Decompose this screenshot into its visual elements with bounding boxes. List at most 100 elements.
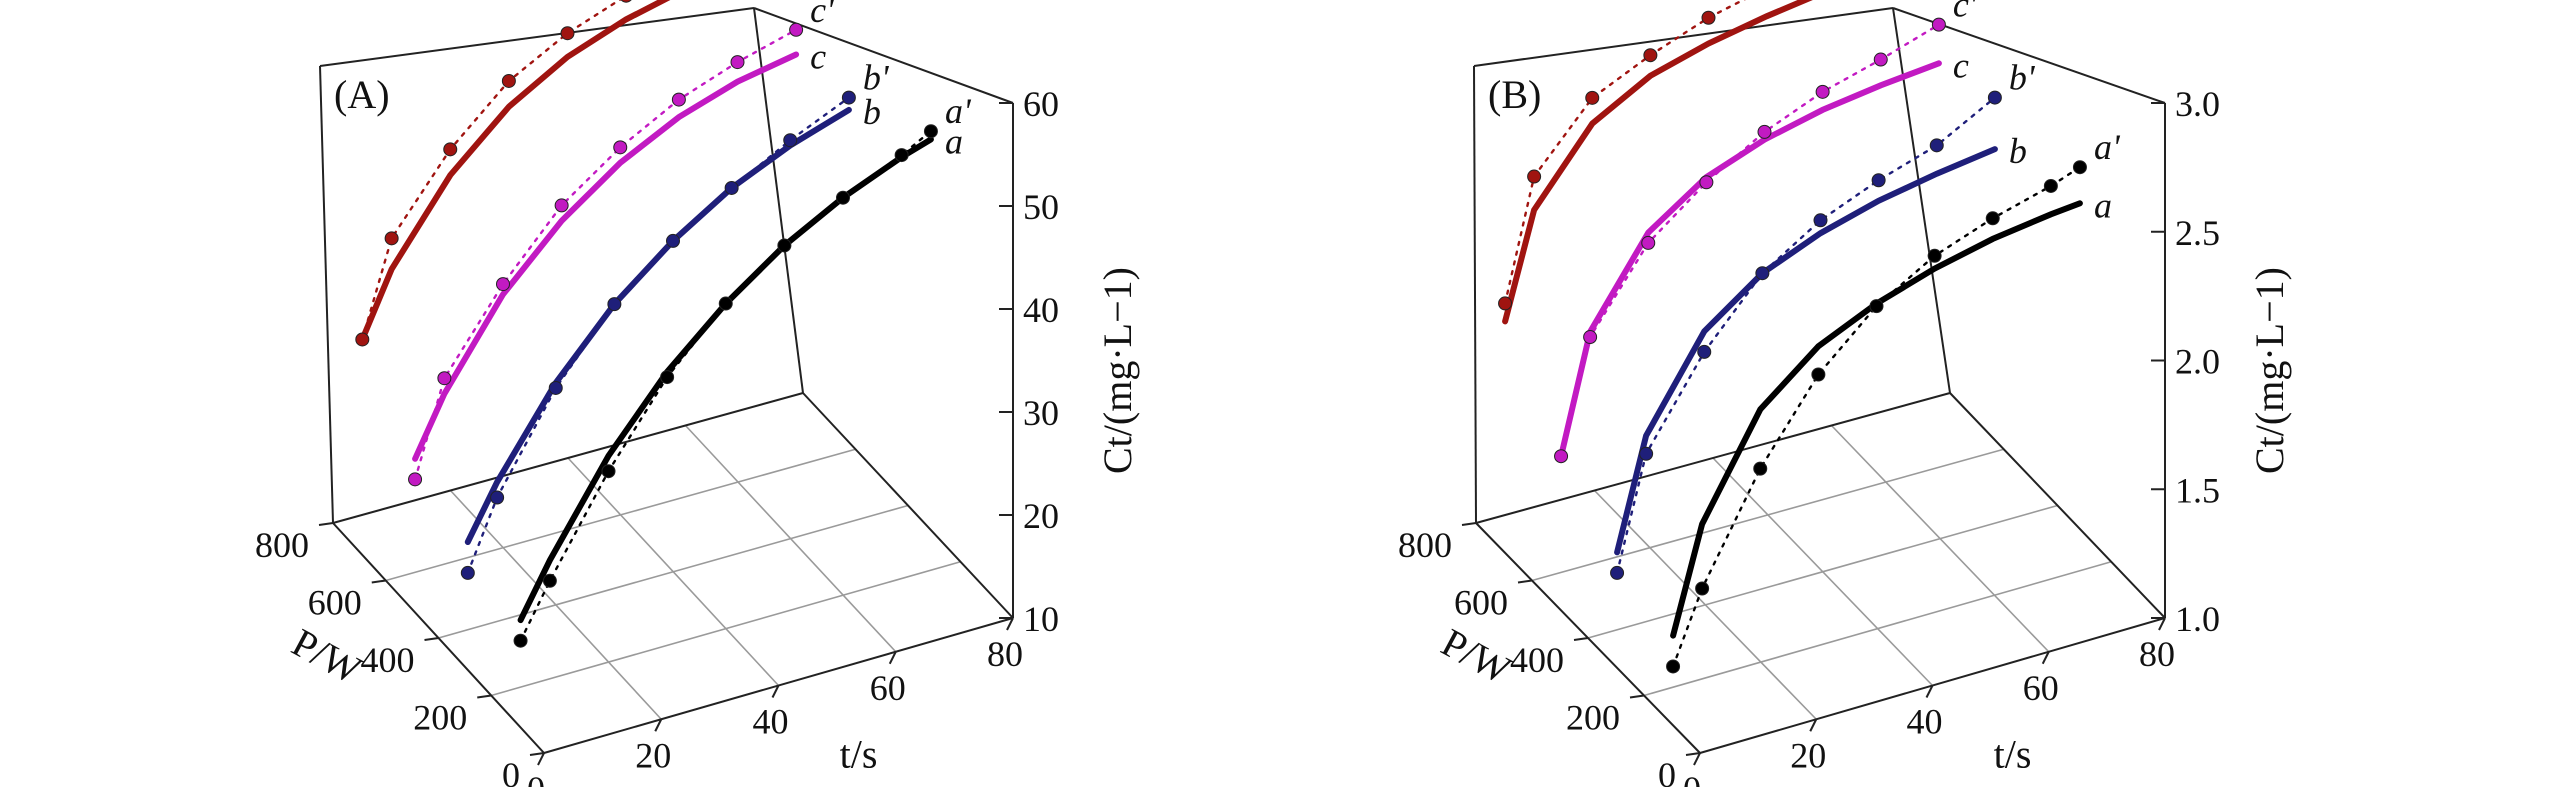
- x-tick-mark: [1925, 685, 1934, 698]
- p-tick-label: 600: [1454, 583, 1508, 623]
- data-point-b: [841, 90, 856, 105]
- data-point-c: [496, 277, 510, 292]
- model-label-b: b': [2009, 58, 2036, 98]
- fit-curve-b: [464, 106, 852, 545]
- x-tick-label: 0: [527, 769, 545, 787]
- x-tick-label: 0: [1683, 769, 1701, 787]
- data-point-b: [1929, 138, 1944, 153]
- floor-gridline: [1587, 504, 2058, 639]
- panel-label: (B): [1488, 72, 1541, 117]
- fit-curve-b: [1614, 146, 1998, 556]
- c-tick-label: 2.5: [2175, 213, 2220, 253]
- c-tick-label: 40: [1023, 290, 1059, 330]
- x-tick-mark: [888, 651, 897, 665]
- x-tick-label: 40: [753, 702, 789, 742]
- data-point-b: [548, 380, 563, 395]
- x-tick-label: 80: [987, 634, 1023, 674]
- p-tick-label: 400: [1510, 640, 1564, 680]
- c-tick-label: 50: [1023, 187, 1059, 227]
- axis-box-edge: [802, 392, 1014, 619]
- data-point-b: [460, 565, 475, 580]
- data-point-b: [607, 297, 622, 312]
- model-label-c: c': [810, 0, 835, 30]
- x-tick-mark: [771, 685, 780, 698]
- x-tick-label: 40: [1907, 702, 1943, 742]
- x-tick-label: 80: [2139, 634, 2175, 674]
- floor-gridline: [1643, 560, 2112, 697]
- data-point-a: [660, 370, 675, 385]
- data-point-a: [1811, 367, 1826, 382]
- fit-curve-c: [1558, 60, 1942, 460]
- x-tick-mark: [1809, 718, 1818, 732]
- data-point-d: [1498, 296, 1513, 311]
- fit-label-c: c: [810, 36, 826, 76]
- data-point-c: [1757, 124, 1772, 139]
- data-point-a: [542, 573, 557, 588]
- floor-gridline: [438, 504, 909, 639]
- x-tick-mark: [537, 752, 545, 766]
- data-point-b: [1813, 213, 1828, 228]
- data-point-b: [490, 490, 505, 505]
- c-axis-title: Ct/(mg·L−1): [2247, 267, 2292, 474]
- fit-label-a: a: [945, 121, 963, 161]
- x-axis-title: t/s: [840, 732, 878, 777]
- model-curve-a: [1671, 166, 2082, 668]
- floor-gridline: [1531, 448, 2004, 582]
- p-tick-label: 800: [255, 525, 309, 565]
- data-point-c: [408, 472, 423, 487]
- p-axis-title: P/W: [285, 620, 369, 693]
- data-point-d: [620, 0, 632, 3]
- model-label-c: c': [1953, 0, 1978, 25]
- x-tick-mark: [654, 718, 663, 732]
- p-tick-label: 200: [413, 698, 467, 738]
- x-axis-title: t/s: [1994, 732, 2032, 777]
- data-point-c: [671, 92, 686, 107]
- data-point-a: [718, 296, 733, 311]
- axis-box-edge: [319, 65, 334, 524]
- data-point-c: [554, 198, 569, 213]
- fit-curve-d: [1502, 0, 1813, 325]
- data-point-c: [1699, 175, 1714, 190]
- p-tick-label: 800: [1398, 525, 1452, 565]
- model-label-a: a': [2094, 127, 2121, 167]
- data-point-a: [836, 190, 850, 205]
- x-tick-mark: [2158, 617, 2166, 631]
- data-point-a: [1927, 248, 1942, 263]
- model-curve-b: [466, 96, 851, 575]
- fit-label-a: a: [2094, 185, 2112, 225]
- x-tick-label: 20: [635, 735, 671, 775]
- data-point-c: [1583, 330, 1598, 345]
- fit-curve-a: [517, 136, 934, 624]
- data-point-a: [1666, 659, 1681, 674]
- p-tick-mark: [529, 752, 545, 756]
- panel-label: (A): [334, 72, 390, 117]
- data-point-d: [501, 73, 516, 88]
- p-tick-label: 0: [1658, 755, 1676, 787]
- model-curve-d: [1503, 0, 1746, 305]
- p-tick-mark: [371, 579, 386, 584]
- c-tick-label: 1.5: [2175, 470, 2220, 510]
- c-tick-label: 1.0: [2175, 599, 2220, 639]
- data-point-a: [1985, 211, 2000, 226]
- data-point-b: [1610, 565, 1625, 580]
- axis-box-edge: [332, 392, 804, 524]
- data-point-c: [789, 22, 804, 37]
- p-tick-label: 0: [502, 755, 520, 787]
- data-point-a: [2072, 160, 2087, 175]
- p-tick-mark: [1461, 522, 1477, 526]
- c-tick-label: 20: [1023, 496, 1059, 536]
- panel-b-chart: 02040608002004006008001.01.52.02.53.0t/s…: [1398, 0, 2292, 787]
- panel-a-chart: 0204060800200400600800102030405060t/sP/W…: [255, 0, 1140, 787]
- data-point-a: [777, 238, 792, 253]
- fit-curve-c: [412, 51, 800, 462]
- fit-curve-d: [359, 0, 671, 343]
- axis-box-edge: [1475, 392, 1951, 524]
- data-point-b: [1755, 266, 1770, 281]
- data-point-b: [783, 133, 798, 148]
- data-point-c: [613, 140, 628, 155]
- model-label-a: a': [945, 91, 972, 131]
- model-curve-d: [361, 0, 622, 341]
- p-tick-mark: [1685, 752, 1701, 756]
- data-point-c: [1641, 235, 1656, 250]
- axis-box-edge: [1949, 392, 2166, 619]
